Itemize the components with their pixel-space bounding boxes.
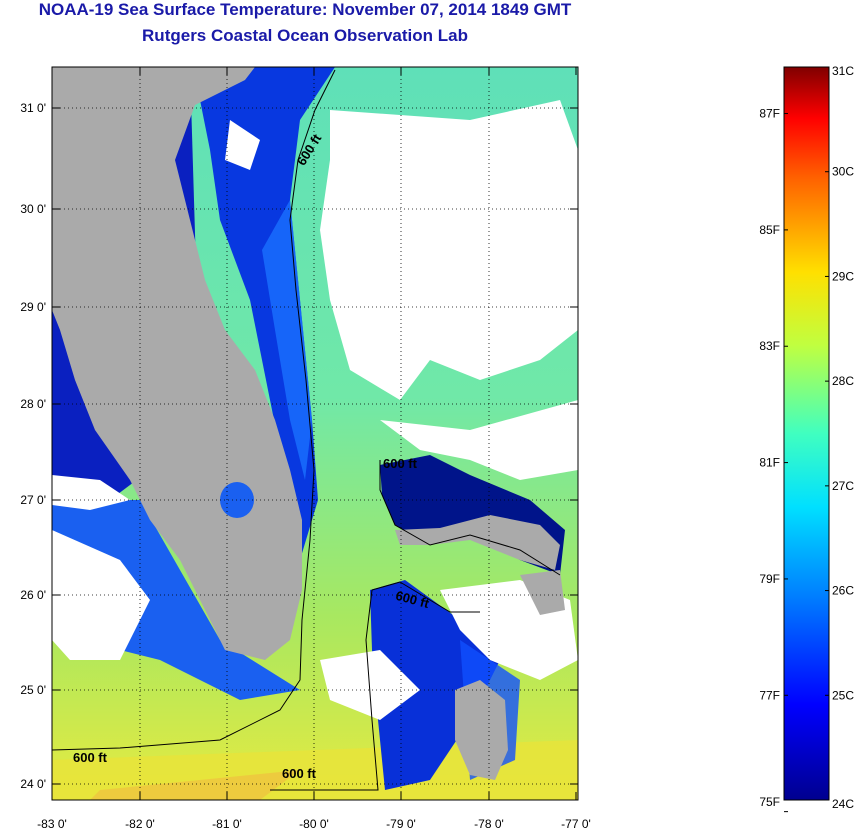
colorbar-celsius-label: 30C xyxy=(832,165,854,179)
map-plot-area xyxy=(52,67,578,800)
colorbar-celsius-label: 29C xyxy=(832,269,854,283)
colorbar-fahrenheit-labels: 87F 85F 83F 81F 79F 77F 75F xyxy=(759,107,788,813)
colorbar-celsius-label: 31C xyxy=(832,64,854,78)
colorbar-celsius-label: 27C xyxy=(832,479,854,493)
longitude-tick-label: -80 0' xyxy=(299,817,329,831)
colorbar-celsius-labels: 31C 30C 29C 28C 27C 26C 25C 24C xyxy=(825,64,854,811)
colorbar-fahrenheit-label: 77F xyxy=(759,688,780,702)
colorbar-fahrenheit-label: 75F xyxy=(759,795,780,809)
isobath-600ft-bahamas xyxy=(379,460,561,576)
andros-land xyxy=(455,680,508,780)
colorbar-celsius-label: 28C xyxy=(832,374,854,388)
longitude-tick-label: -81 0' xyxy=(212,817,242,831)
latitude-tick-label: 25 0' xyxy=(20,683,46,697)
map-frame xyxy=(51,66,579,801)
longitude-tick-label: -77 0' xyxy=(561,817,591,831)
cloud-cover xyxy=(320,100,578,400)
colorbar-celsius-label: 24C xyxy=(832,797,854,811)
colorbar-fahrenheit-label: 85F xyxy=(759,223,780,237)
latitude-labels: 31 0' 30 0' 29 0' 28 0' 27 0' 26 0' 25 0' 24 0' xyxy=(20,101,46,791)
isobath-600ft-florida xyxy=(52,69,336,751)
bahamas-north-land xyxy=(395,515,560,570)
contour-label: 600 ft xyxy=(383,456,418,471)
contour-label: 600 ft xyxy=(73,750,108,765)
colorbar-fahrenheit-label: 79F xyxy=(759,572,780,586)
graticule xyxy=(51,67,578,800)
sst-colorbar xyxy=(783,66,830,801)
map-title: NOAA-19 Sea Surface Temperature: Novembe… xyxy=(38,0,572,19)
latitude-tick-label: 30 0' xyxy=(20,202,46,216)
colorbar-celsius-label: 26C xyxy=(832,584,854,598)
longitude-tick-label: -83 0' xyxy=(37,817,67,831)
longitude-labels: -83 0' -82 0' -81 0' -80 0' -79 0' -78 0' -77 … xyxy=(37,817,591,831)
longitude-tick-label: -78 0' xyxy=(474,817,504,831)
latitude-tick-label: 29 0' xyxy=(20,300,46,314)
latitude-tick-label: 31 0' xyxy=(20,101,46,115)
map-subtitle: Rutgers Coastal Ocean Observation Lab xyxy=(142,26,468,45)
colorbar-fahrenheit-label: 81F xyxy=(759,456,780,470)
latitude-tick-label: 28 0' xyxy=(20,397,46,411)
colorbar-celsius-label: 25C xyxy=(832,688,854,702)
latitude-tick-label: 27 0' xyxy=(20,493,46,507)
colorbar-fahrenheit-label: 87F xyxy=(759,107,780,121)
longitude-tick-label: -79 0' xyxy=(386,817,416,831)
longitude-tick-label: -82 0' xyxy=(125,817,155,831)
latitude-tick-label: 24 0' xyxy=(20,777,46,791)
latitude-tick-label: 26 0' xyxy=(20,588,46,602)
contour-label: 600 ft xyxy=(282,766,317,781)
colorbar-fahrenheit-label: 83F xyxy=(759,339,780,353)
